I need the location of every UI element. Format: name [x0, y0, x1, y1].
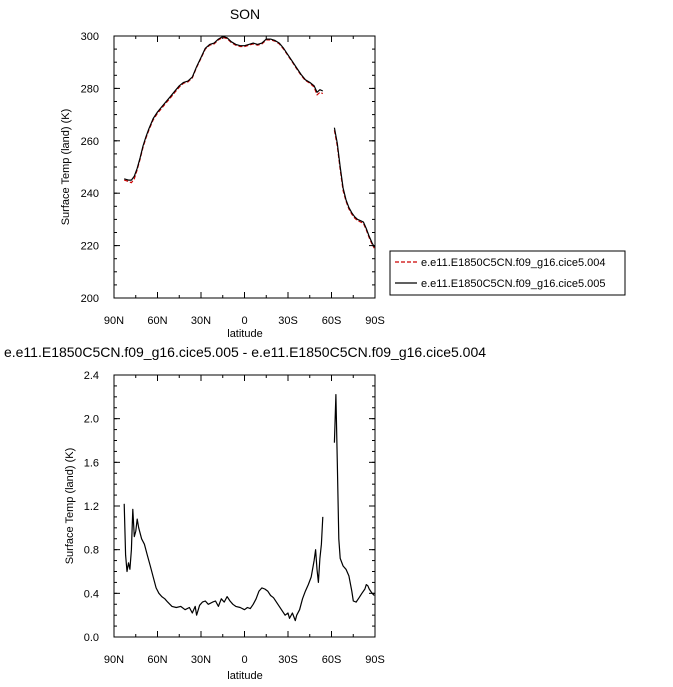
top-plot-frame	[113, 35, 376, 299]
top-plot-title: SON	[230, 6, 260, 22]
top-plot-series-1-line-segment-0	[124, 35, 324, 181]
top-plot-series-1-line-segment-1	[333, 127, 375, 248]
legend: e.e11.E1850C5CN.f09_g16.cice5.004 e.e11.…	[389, 250, 626, 296]
bottom-plot-x-tick-label: 90N	[104, 654, 124, 666]
bottom-plot-x-tick-label: 60S	[322, 654, 342, 666]
bottom-plot-x-tick-label: 0	[241, 654, 247, 666]
top-plot-x-tick-label: 90N	[104, 315, 124, 327]
bottom-plot-x-axis-title: latitude	[227, 670, 262, 682]
bottom-plot: e.e11.E1850C5CN.f09_g16.cice5.005 - e.e1…	[4, 344, 486, 682]
top-plot-y-tick-label: 220	[81, 241, 99, 253]
top-plot-y-axis-title: Surface Temp (land) (K)	[60, 109, 72, 226]
bottom-plot-y-axis-title: Surface Temp (land) (K)	[64, 448, 76, 565]
bottom-plot-y-tick-label: 0.8	[84, 545, 99, 557]
top-plot: SON latitude Surface Temp (land) (K) 90N…	[60, 6, 385, 340]
top-plot-y-tick-label: 260	[81, 136, 99, 148]
bottom-plot-series-0-line-segment-1	[333, 394, 375, 603]
bottom-plot-x-tick-label: 30N	[191, 654, 211, 666]
legend-label-004: e.e11.E1850C5CN.f09_g16.cice5.004	[421, 257, 606, 269]
legend-box	[389, 250, 626, 296]
top-plot-x-tick-label: 60S	[322, 315, 342, 327]
bottom-plot-y-tick-label: 2.0	[84, 414, 99, 426]
legend-label-005: e.e11.E1850C5CN.f09_g16.cice5.005	[421, 278, 606, 290]
bottom-plot-series-0-line-segment-0	[123, 503, 324, 622]
top-plot-y-tick-label: 280	[81, 83, 99, 95]
top-plot-ticks: 90N 60N 30N 0 30S 60S 90S 200 220 240 260 280 300	[81, 31, 385, 327]
bottom-plot-y-tick-label: 1.6	[84, 457, 99, 469]
bottom-plot-x-tick-label: 90S	[365, 654, 385, 666]
top-plot-y-tick-label: 300	[81, 31, 99, 43]
bottom-plot-frame	[113, 374, 376, 638]
bottom-plot-y-tick-label: 2.4	[84, 370, 99, 382]
top-plot-x-tick-label: 60N	[147, 315, 167, 327]
top-plot-x-tick-label: 30N	[191, 315, 211, 327]
bottom-plot-ticks: 90N 60N 30N 0 30S 60S 90S 0.0 0.4 0.8 1.2 1.6 2.0 2.4	[84, 370, 385, 666]
bottom-plot-title: e.e11.E1850C5CN.f09_g16.cice5.005 - e.e1…	[4, 344, 486, 360]
top-plot-x-axis-title: latitude	[227, 328, 262, 340]
bottom-plot-y-tick-label: 1.2	[84, 501, 99, 513]
top-plot-y-tick-label: 240	[81, 188, 99, 200]
bottom-plot-x-tick-label: 60N	[147, 654, 167, 666]
top-plot-x-tick-label: 30S	[278, 315, 298, 327]
bottom-plot-y-tick-label: 0.4	[84, 588, 99, 600]
bottom-plot-series	[123, 394, 375, 622]
top-plot-x-tick-label: 90S	[365, 315, 385, 327]
top-plot-y-tick-label: 200	[81, 293, 99, 305]
top-plot-series-0-line-segment-0	[124, 36, 324, 184]
top-plot-x-tick-label: 0	[241, 315, 247, 327]
top-plot-series-0-line-segment-1	[333, 130, 375, 249]
top-plot-series	[124, 35, 375, 249]
bottom-plot-x-tick-label: 30S	[278, 654, 298, 666]
bottom-plot-y-tick-label: 0.0	[84, 632, 99, 644]
